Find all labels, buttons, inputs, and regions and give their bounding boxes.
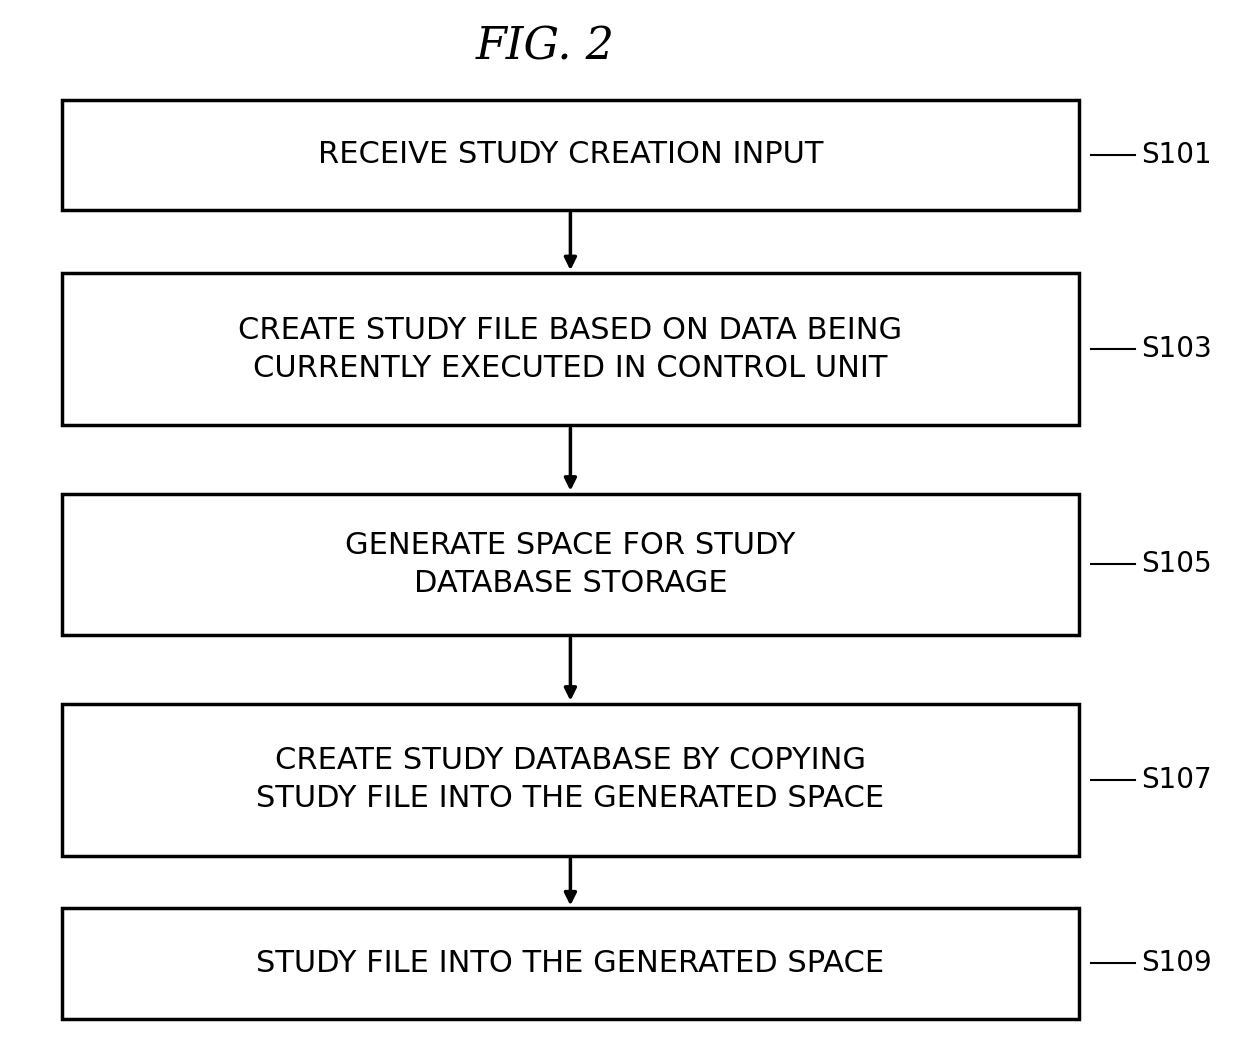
FancyBboxPatch shape: [62, 908, 1079, 1018]
Text: RECEIVE STUDY CREATION INPUT: RECEIVE STUDY CREATION INPUT: [317, 141, 823, 169]
FancyBboxPatch shape: [62, 273, 1079, 425]
FancyBboxPatch shape: [62, 704, 1079, 856]
FancyBboxPatch shape: [62, 100, 1079, 210]
Text: S109: S109: [1141, 949, 1211, 978]
Text: CREATE STUDY FILE BASED ON DATA BEING
CURRENTLY EXECUTED IN CONTROL UNIT: CREATE STUDY FILE BASED ON DATA BEING CU…: [238, 315, 903, 383]
Text: S103: S103: [1141, 335, 1211, 363]
Text: S101: S101: [1141, 141, 1211, 169]
Text: CREATE STUDY DATABASE BY COPYING
STUDY FILE INTO THE GENERATED SPACE: CREATE STUDY DATABASE BY COPYING STUDY F…: [257, 746, 884, 813]
Text: GENERATE SPACE FOR STUDY
DATABASE STORAGE: GENERATE SPACE FOR STUDY DATABASE STORAG…: [345, 531, 796, 598]
Text: S105: S105: [1141, 550, 1211, 579]
Text: STUDY FILE INTO THE GENERATED SPACE: STUDY FILE INTO THE GENERATED SPACE: [257, 949, 884, 978]
Text: S107: S107: [1141, 765, 1211, 794]
FancyBboxPatch shape: [62, 494, 1079, 635]
Text: FIG. 2: FIG. 2: [476, 25, 615, 69]
